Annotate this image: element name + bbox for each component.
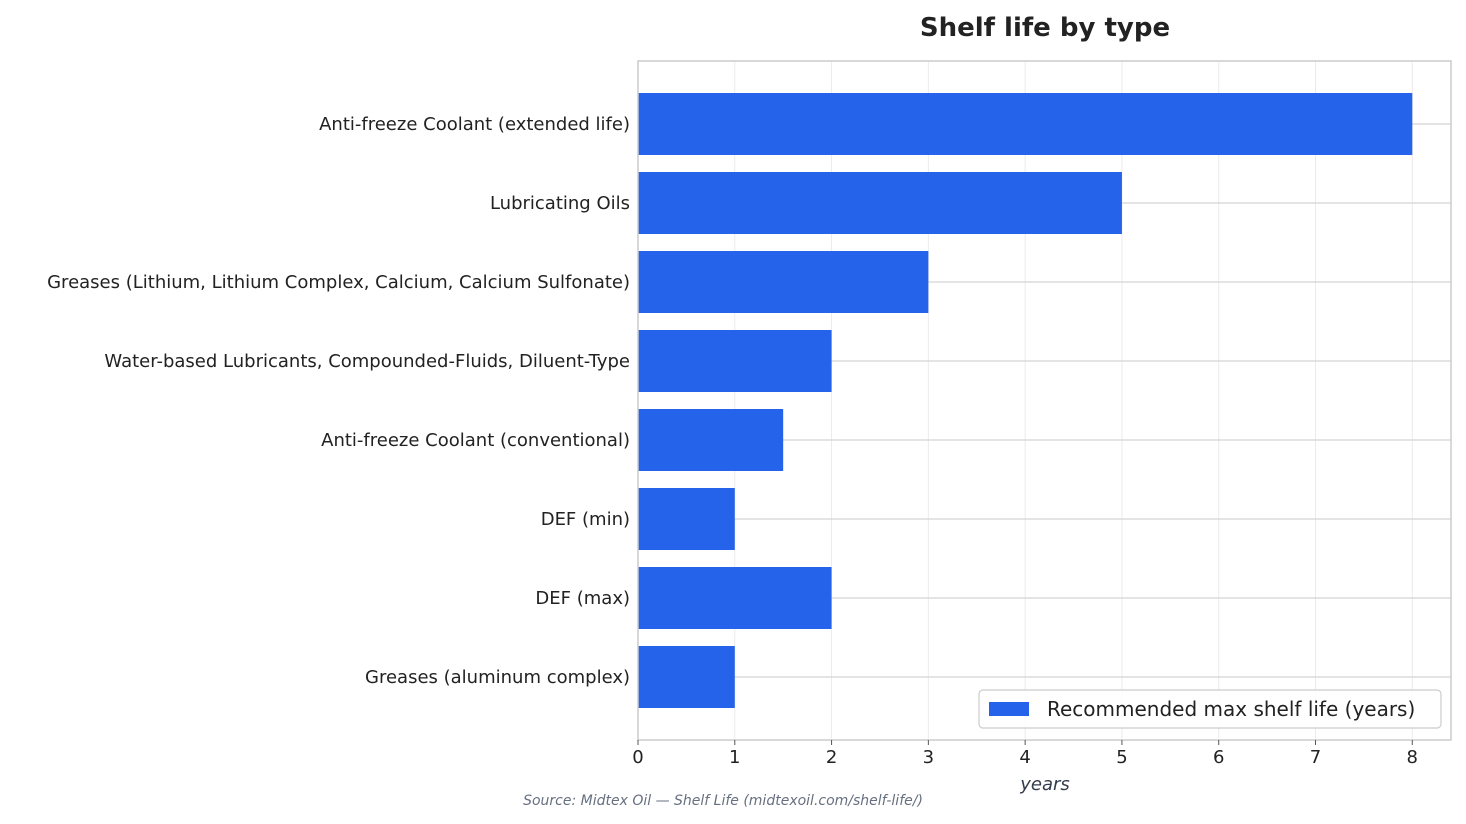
y-tick-label: Greases (aluminum complex): [365, 667, 630, 688]
grid-layer: [637, 61, 1451, 740]
legend-box: [978, 689, 1442, 729]
x-tick-label: 1: [729, 747, 740, 768]
x-tick-label: 5: [1116, 747, 1127, 768]
bar: [638, 330, 832, 392]
bar: [638, 646, 735, 708]
plot-frame: [637, 60, 1452, 741]
x-axis-label: years: [1019, 774, 1070, 795]
bar: [638, 93, 1413, 155]
legend-swatch: [989, 702, 1029, 716]
x-tick-label: 7: [1310, 747, 1321, 768]
chart-title: Shelf life by type: [920, 13, 1170, 43]
bar: [638, 409, 784, 471]
y-tick-label: DEF (min): [541, 509, 630, 530]
x-tick-label: 3: [923, 747, 934, 768]
x-tick-label: 6: [1213, 747, 1224, 768]
bars-layer: [638, 93, 1413, 708]
legend-label: Recommended max shelf life (years): [1047, 697, 1415, 721]
bar: [638, 567, 832, 629]
y-tick-label: Water-based Lubricants, Compounded-Fluid…: [104, 351, 630, 372]
y-tick-label: DEF (max): [535, 588, 630, 609]
x-tick-label: 8: [1407, 747, 1418, 768]
source-note: Source: Midtex Oil — Shelf Life (midtexo…: [523, 793, 923, 809]
x-tick-labels: 0 1 2 3 4 5 6 7 8: [632, 740, 1418, 768]
bar: [638, 251, 929, 313]
legend: Recommended max shelf life (years): [978, 689, 1442, 729]
x-tick-label: 4: [1019, 747, 1030, 768]
y-tick-label: Lubricating Oils: [490, 193, 630, 214]
y-tick-labels: Anti-freeze Coolant (extended life) Lubri…: [47, 114, 630, 688]
bar: [638, 172, 1122, 234]
y-tick-label: Anti-freeze Coolant (extended life): [319, 114, 630, 135]
x-tick-label: 0: [632, 747, 643, 768]
y-tick-label: Greases (Lithium, Lithium Complex, Calci…: [47, 272, 630, 293]
bar: [638, 488, 735, 550]
y-tick-label: Anti-freeze Coolant (conventional): [321, 430, 630, 451]
x-tick-label: 2: [826, 747, 837, 768]
